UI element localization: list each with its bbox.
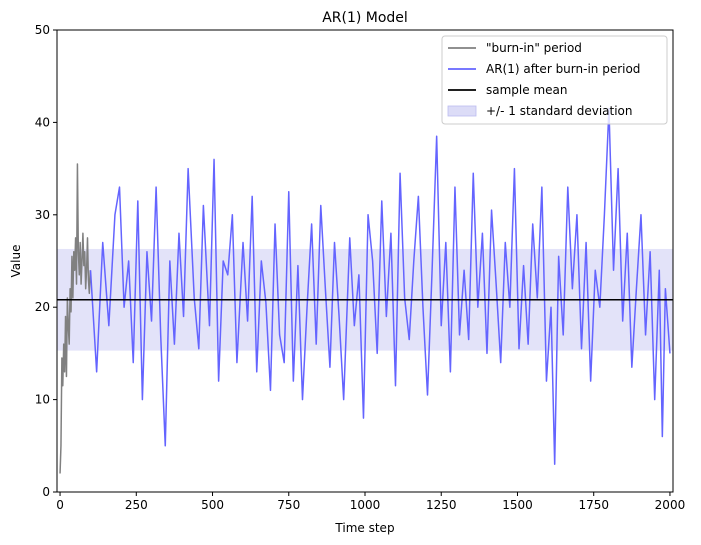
burn-in-series-line [59, 163, 91, 474]
x-axis-label: Time step [334, 521, 394, 535]
x-tick-label: 2000 [655, 498, 686, 512]
y-axis-ticks: 0 10 20 30 40 50 [35, 23, 57, 499]
y-tick-label: 30 [35, 208, 50, 222]
x-tick-label: 1000 [350, 498, 381, 512]
x-tick-label: 1500 [502, 498, 533, 512]
chart-title: AR(1) Model [322, 10, 408, 26]
x-tick-label: 1250 [426, 498, 457, 512]
x-axis-ticks: 0 250 500 750 1000 1250 1500 1750 2000 [56, 492, 685, 512]
x-tick-label: 250 [125, 498, 148, 512]
x-tick-label: 500 [201, 498, 224, 512]
legend-label: +/- 1 standard deviation [486, 104, 633, 118]
x-tick-label: 1750 [578, 498, 609, 512]
y-tick-label: 0 [42, 485, 50, 499]
y-tick-label: 10 [35, 393, 50, 407]
y-axis-label: Value [9, 245, 23, 278]
legend-swatch-band [447, 105, 477, 117]
y-tick-label: 20 [35, 300, 50, 314]
legend-box [441, 35, 668, 125]
legend-label: AR(1) after burn-in period [486, 62, 640, 76]
legend-label: "burn-in" period [486, 41, 582, 55]
x-tick-label: 0 [56, 498, 64, 512]
y-tick-label: 50 [35, 23, 50, 37]
x-tick-label: 750 [277, 498, 300, 512]
y-tick-label: 40 [35, 115, 50, 129]
plot-area [57, 107, 673, 474]
ar1-series-line [89, 107, 671, 466]
legend-label: sample mean [486, 83, 567, 97]
legend: "burn-in" period AR(1) after burn-in peri… [441, 35, 668, 125]
